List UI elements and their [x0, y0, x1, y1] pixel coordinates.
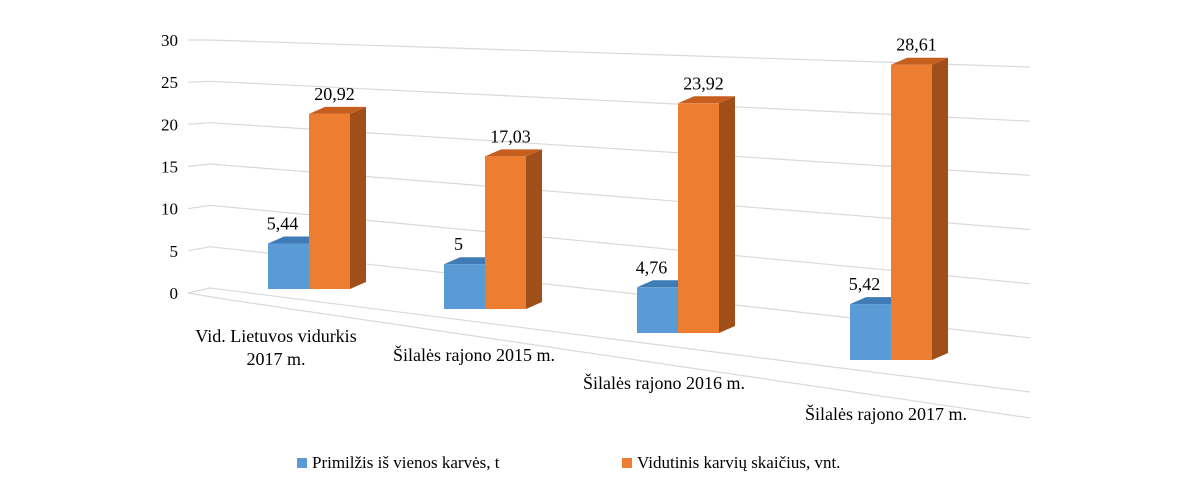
- gridline: [187, 287, 1031, 393]
- data-label: 23,92: [683, 73, 724, 93]
- bar: [850, 304, 891, 360]
- y-tick-label: 10: [161, 200, 178, 219]
- data-label: 4,76: [636, 257, 668, 277]
- data-label: 5,44: [267, 213, 299, 233]
- data-label: 5: [454, 234, 463, 254]
- y-tick-label: 5: [170, 242, 179, 261]
- y-tick-label: 20: [161, 115, 178, 134]
- legend-swatch: [297, 458, 307, 468]
- bar-side: [526, 149, 542, 309]
- category-label: Šilalės rajono 2016 m.: [583, 372, 745, 393]
- bar: [309, 113, 350, 289]
- bar: [485, 156, 526, 309]
- gridline: [188, 39, 1031, 68]
- bar: [678, 103, 719, 333]
- bar-side: [350, 106, 366, 290]
- y-tick-label: 25: [161, 73, 178, 92]
- category-label: Vid. Lietuvos vidurkis: [195, 326, 356, 346]
- legend-label: Primilžis iš vienos karvės, t: [312, 453, 500, 472]
- gridlines: [187, 39, 1031, 419]
- bar: [891, 64, 932, 360]
- data-label: 17,03: [490, 126, 531, 146]
- y-tick-label: 15: [161, 158, 178, 177]
- y-axis: 0 5 10 15 20 25 30: [161, 31, 178, 303]
- bar-top: [485, 149, 542, 157]
- data-label: 20,92: [314, 84, 355, 104]
- bars: 5,44 20,92 5 17,03 4,76 23,92 5,42 28,61: [267, 35, 948, 360]
- bar: [444, 264, 485, 309]
- bar-side: [719, 96, 735, 333]
- bar: [637, 287, 678, 333]
- gridline: [187, 122, 1031, 176]
- gridline: [187, 204, 1031, 285]
- gridline: [187, 163, 1031, 231]
- gridline: [187, 80, 1031, 122]
- legend-label: Vidutinis karvių skaičius, vnt.: [637, 453, 840, 472]
- category-labels: Vid. Lietuvos vidurkis 2017 m. Šilalės raj…: [195, 326, 967, 424]
- y-tick-label: 0: [170, 284, 179, 303]
- bar-top: [891, 57, 948, 65]
- category-label: Šilalės rajono 2015 m.: [393, 344, 555, 365]
- bar-top: [678, 96, 735, 104]
- legend-swatch: [622, 458, 632, 468]
- bar-side: [932, 57, 948, 360]
- gridline: [187, 246, 1031, 339]
- bar-top: [309, 106, 366, 114]
- y-tick-label: 30: [161, 31, 178, 50]
- legend: Primilžis iš vienos karvės, t Vidutinis k…: [297, 453, 840, 472]
- category-label: 2017 m.: [246, 349, 305, 369]
- floor-edge: [187, 292, 1031, 419]
- category-label: Šilalės rajono 2017 m.: [805, 403, 967, 424]
- data-label: 28,61: [896, 35, 937, 55]
- bar: [268, 243, 309, 289]
- data-label: 5,42: [849, 274, 881, 294]
